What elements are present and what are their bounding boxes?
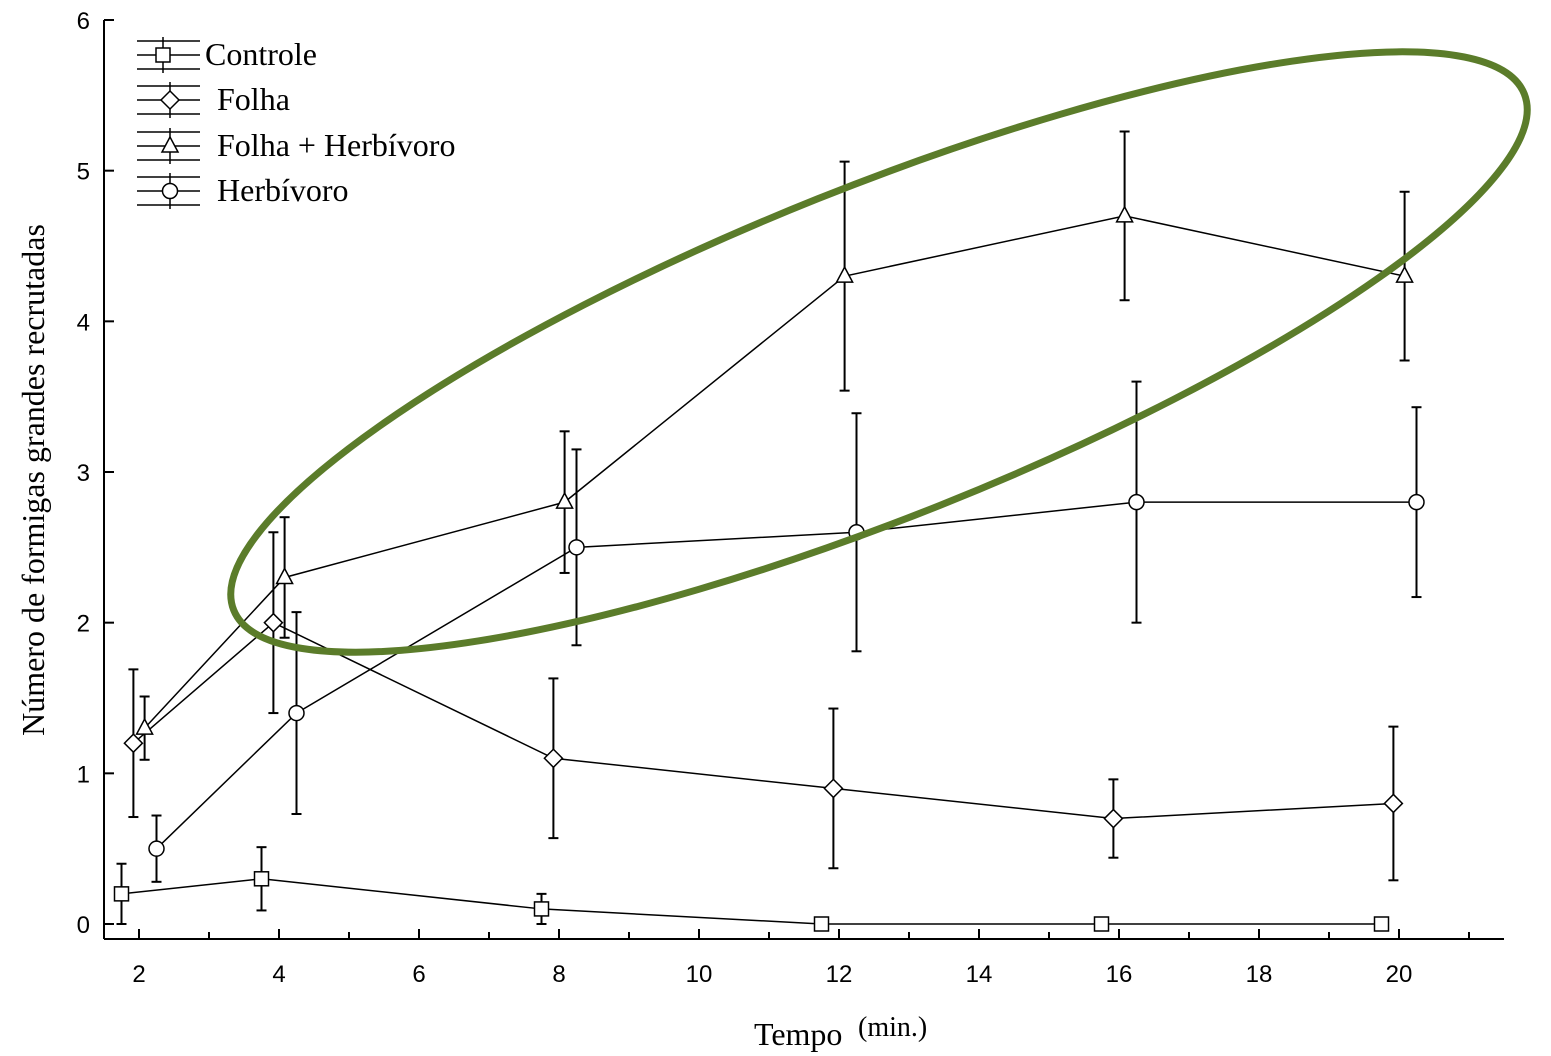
x-tick-label: 10 [686, 961, 713, 988]
data-point-folha [1383, 793, 1404, 814]
x-tick-label: 6 [412, 961, 425, 988]
data-point-folha-herb-voro [1395, 265, 1414, 283]
legend-label-folha-herb-voro: Folha + Herbívoro [217, 127, 455, 163]
y-tick-label: 0 [77, 912, 90, 939]
data-point-folha-herb-voro [835, 265, 854, 283]
data-point-herb-voro [1128, 493, 1145, 511]
data-point-controle [813, 916, 830, 932]
x-tick-label: 14 [966, 961, 993, 988]
series-line-herb-voro [155, 501, 1417, 850]
data-point-controle [113, 886, 130, 902]
series-folha [123, 531, 1404, 882]
legend-label-controle: Controle [205, 36, 317, 72]
data-point-herb-voro [288, 704, 305, 722]
series-line-folha [132, 621, 1394, 820]
y-axis-title: Número de formigas grandes recrutadas [15, 224, 51, 736]
x-tick-label: 16 [1106, 961, 1133, 988]
data-point-controle [533, 901, 550, 917]
x-tick-label: 8 [552, 961, 565, 988]
y-tick-label: 5 [77, 159, 90, 186]
data-point-folha [543, 748, 564, 769]
x-tick-label: 2 [132, 961, 145, 988]
legend-marker-controle [155, 47, 171, 63]
series-folha-herb-voro [135, 130, 1414, 761]
data-point-folha-herb-voro [1115, 205, 1134, 223]
legend-label-herb-voro: Herbívoro [217, 172, 349, 208]
legend-item-folha: Folha [137, 81, 290, 118]
data-point-folha [123, 733, 144, 754]
series-controle [113, 846, 1390, 932]
series-line-folha-herb-voro [144, 215, 1405, 729]
legend-marker-folha-herb-voro [160, 135, 180, 153]
x-tick-label: 4 [272, 961, 285, 988]
x-tick-label: 18 [1246, 961, 1273, 988]
legend-label-folha: Folha [217, 81, 290, 117]
series-line-controle [121, 878, 1382, 925]
data-point-folha [263, 612, 284, 633]
y-tick-label: 4 [77, 309, 90, 336]
legend-item-herb-voro: Herbívoro [137, 172, 349, 209]
data-point-herb-voro [148, 840, 165, 857]
legend: Controle Folha Folha + Herbívoro Herbívoro [137, 36, 455, 209]
legend-item-controle: Controle [137, 36, 317, 73]
data-point-herb-voro [568, 539, 585, 556]
series-layer [113, 130, 1425, 932]
y-tick-label: 2 [77, 611, 90, 638]
data-point-herb-voro [1408, 493, 1425, 511]
x-axis-title: Tempo [754, 1016, 842, 1052]
x-axis-unit: (min.) [858, 1012, 927, 1043]
data-point-controle [1093, 916, 1110, 932]
data-point-controle [1373, 916, 1390, 932]
y-tick-label: 6 [77, 8, 90, 35]
data-point-folha-herb-voro [275, 566, 294, 585]
highlight-ellipse [227, 48, 1531, 656]
data-point-controle [253, 871, 270, 887]
data-point-folha [823, 778, 844, 799]
x-tick-label: 20 [1386, 961, 1413, 988]
y-tick-label: 1 [77, 761, 90, 788]
y-tick-label: 3 [77, 460, 90, 487]
data-point-folha [1103, 808, 1124, 829]
legend-marker-folha [159, 89, 181, 111]
data-point-folha-herb-voro [555, 491, 574, 509]
legend-marker-herb-voro [161, 182, 179, 200]
data-point-folha-herb-voro [135, 717, 154, 735]
x-tick-label: 12 [826, 961, 853, 988]
legend-item-folha-herb-voro: Folha + Herbívoro [137, 127, 455, 164]
annotation-layer [227, 48, 1531, 656]
